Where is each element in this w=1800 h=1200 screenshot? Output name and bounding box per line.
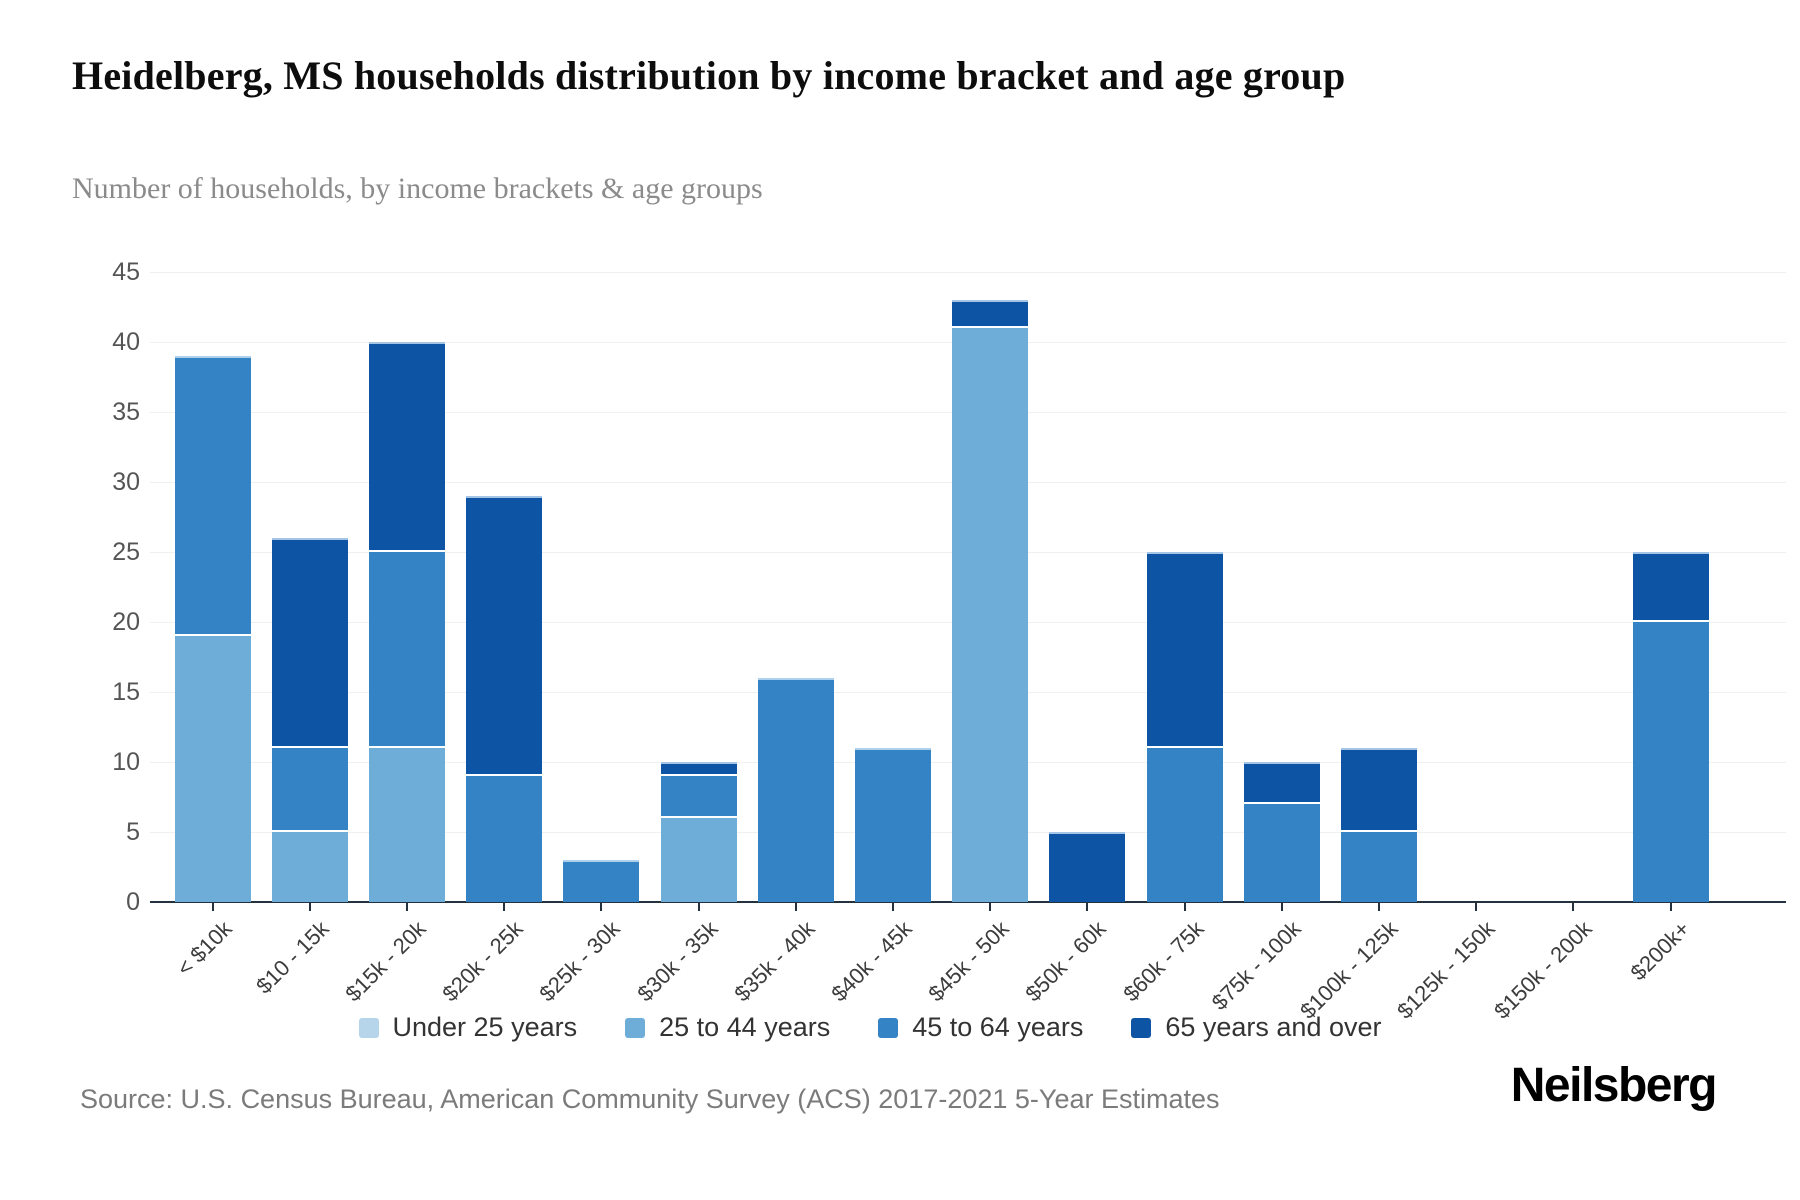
bar-segment[interactable] xyxy=(1146,552,1223,746)
axis-tick xyxy=(1086,903,1089,911)
chart-title: Heidelberg, MS households distribution b… xyxy=(72,53,1346,98)
legend-label: 25 to 44 years xyxy=(659,1012,831,1042)
axis-tick xyxy=(308,903,311,911)
legend-swatch-icon xyxy=(358,1017,379,1038)
y-axis-tick-label: 45 xyxy=(112,258,140,286)
bar-segment[interactable] xyxy=(1340,748,1417,830)
bar-segment[interactable] xyxy=(563,860,640,902)
bar-segment[interactable] xyxy=(466,496,543,774)
bar-segment[interactable] xyxy=(271,538,348,746)
legend-item[interactable]: 65 years and over xyxy=(1131,1012,1382,1043)
source-text: Source: U.S. Census Bureau, American Com… xyxy=(80,1084,1220,1114)
x-axis-line xyxy=(150,901,1786,903)
bar-segment[interactable] xyxy=(1632,552,1709,620)
y-axis-tick-label: 5 xyxy=(126,818,140,846)
y-axis-tick-label: 30 xyxy=(112,468,140,496)
gridline xyxy=(150,271,1786,273)
y-axis-tick-label: 25 xyxy=(112,538,140,566)
axis-tick xyxy=(697,903,700,911)
legend-swatch-icon xyxy=(878,1017,899,1038)
bar-segment[interactable] xyxy=(757,678,834,902)
axis-tick xyxy=(600,903,603,911)
legend-swatch-icon xyxy=(1131,1017,1152,1038)
legend-item[interactable]: 25 to 44 years xyxy=(625,1012,830,1043)
y-axis-tick-label: 40 xyxy=(112,328,140,356)
y-axis-tick-label: 0 xyxy=(126,888,140,916)
legend-item[interactable]: 45 to 64 years xyxy=(878,1012,1083,1043)
bar-segment[interactable] xyxy=(1243,804,1320,902)
y-axis-tick-label: 35 xyxy=(112,398,140,426)
axis-tick xyxy=(794,903,797,911)
axis-tick xyxy=(1572,903,1575,911)
legend-label: Under 25 years xyxy=(392,1012,578,1042)
axis-tick xyxy=(989,903,992,911)
bar-segment[interactable] xyxy=(1632,622,1709,902)
bar-segment[interactable] xyxy=(1340,832,1417,902)
bar-segment[interactable] xyxy=(660,762,737,774)
y-axis-tick-label: 20 xyxy=(112,608,140,636)
bar-segment[interactable] xyxy=(1243,762,1320,802)
legend-label: 65 years and over xyxy=(1165,1012,1382,1042)
bar-segment[interactable] xyxy=(1049,832,1126,902)
bar-segment[interactable] xyxy=(368,342,445,550)
bar-segment[interactable] xyxy=(660,818,737,902)
axis-tick xyxy=(1475,903,1478,911)
axis-tick xyxy=(1377,903,1380,911)
legend-item[interactable]: Under 25 years xyxy=(358,1012,578,1043)
bar-segment[interactable] xyxy=(174,636,251,902)
bar-segment[interactable] xyxy=(174,356,251,634)
y-axis-tick-label: 10 xyxy=(112,748,140,776)
bar-segment[interactable] xyxy=(854,748,931,902)
axis-tick xyxy=(891,903,894,911)
axis-tick xyxy=(1183,903,1186,911)
bar-segment[interactable] xyxy=(271,748,348,830)
y-axis-tick-label: 15 xyxy=(112,678,140,706)
bar-segment[interactable] xyxy=(271,832,348,902)
bar-segment[interactable] xyxy=(952,300,1029,326)
axis-tick xyxy=(211,903,214,911)
bar-segment[interactable] xyxy=(952,328,1029,902)
axis-tick xyxy=(1280,903,1283,911)
legend-label: 45 to 64 years xyxy=(912,1012,1084,1042)
axis-tick xyxy=(503,903,506,911)
chart-subtitle: Number of households, by income brackets… xyxy=(72,172,763,205)
axis-tick xyxy=(405,903,408,911)
brand-logo: Neilsberg xyxy=(1510,1059,1718,1112)
axis-tick xyxy=(1669,903,1672,911)
bar-segment[interactable] xyxy=(660,776,737,816)
bar-segment[interactable] xyxy=(368,552,445,746)
bar-segment[interactable] xyxy=(368,748,445,902)
bar-segment[interactable] xyxy=(466,776,543,902)
bar-segment[interactable] xyxy=(1146,748,1223,902)
legend: Under 25 years 25 to 44 years 45 to 64 yea… xyxy=(0,1012,1740,1043)
legend-swatch-icon xyxy=(625,1017,646,1038)
